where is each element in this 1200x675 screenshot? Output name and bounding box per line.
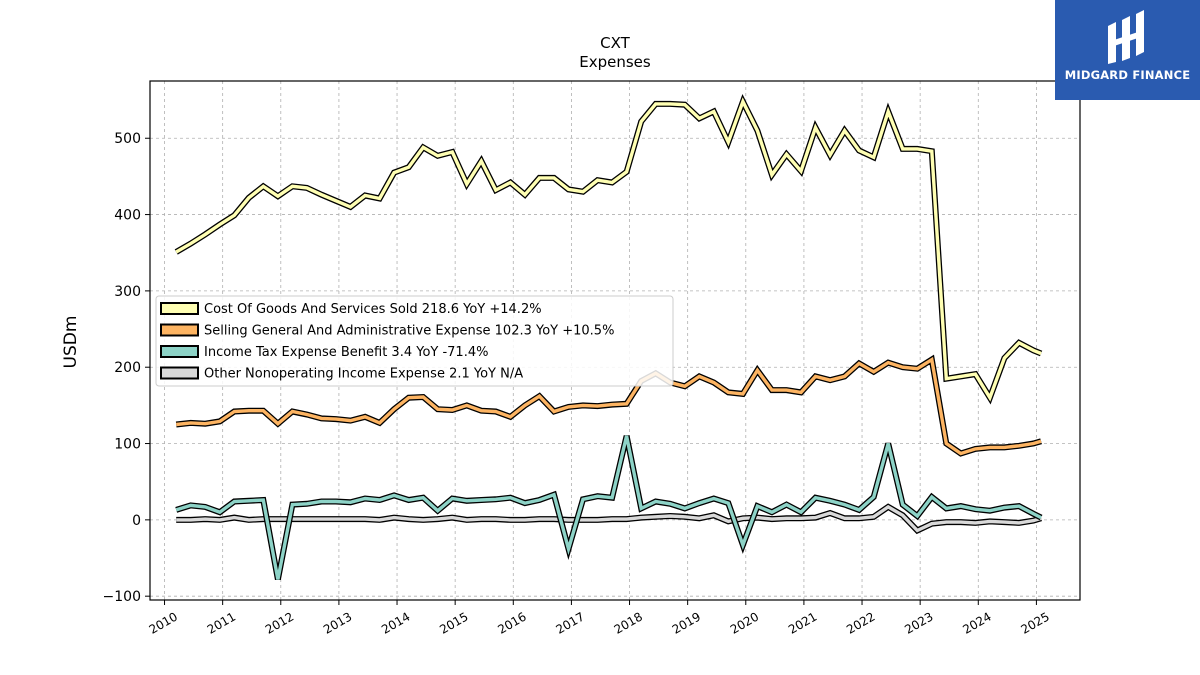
legend-swatch <box>160 302 199 315</box>
legend-label: Income Tax Expense Benefit 3.4 YoY -71.4… <box>204 345 488 360</box>
x-tick-label: 2010 <box>147 609 180 636</box>
legend-swatch <box>160 366 199 380</box>
series-outline <box>175 435 1043 580</box>
legend-swatch <box>160 323 199 337</box>
chart-subtitle: Expenses <box>579 53 651 71</box>
x-tick-label: 2019 <box>670 609 703 636</box>
chart-title: CXT <box>600 34 630 52</box>
series-layer <box>174 93 1043 580</box>
series-other-nonoperating-income-expense <box>176 503 1042 535</box>
legend-box <box>155 295 674 387</box>
x-tick-label: 2012 <box>263 609 296 636</box>
brand-logo: MIDGARD FINANCE <box>1055 0 1200 100</box>
series-line <box>175 435 1042 580</box>
x-tick-label: 2022 <box>844 609 877 636</box>
x-tick-label: 2025 <box>1018 609 1051 636</box>
x-axis: 2010 2011 2012 2013 2014 2015 2016 2017 2018 2019… <box>147 600 1052 637</box>
legend-item: Cost Of Goods And Services Sold 218.6 Yo… <box>160 302 542 317</box>
series-line <box>176 504 1042 533</box>
y-tick-label: 200 <box>114 360 141 376</box>
legend-item: Income Tax Expense Benefit 3.4 YoY -71.4… <box>160 345 488 360</box>
legend: Cost Of Goods And Services Sold 218.6 Yo… <box>155 295 674 387</box>
x-tick-label: 2015 <box>437 609 470 636</box>
plot-frame <box>149 80 1081 601</box>
series-income-tax-expense-benefit <box>175 435 1043 580</box>
y-tick-label: 0 <box>132 513 141 529</box>
legend-label: Other Nonoperating Income Expense 2.1 Yo… <box>204 367 523 382</box>
x-tick-label: 2021 <box>786 609 819 636</box>
legend-label: Selling General And Administrative Expen… <box>204 324 614 339</box>
x-tick-label: 2011 <box>205 609 238 636</box>
x-tick-label: 2018 <box>612 609 645 636</box>
y-tick-label: 100 <box>114 437 141 453</box>
x-tick-label: 2024 <box>960 609 993 636</box>
legend-swatch <box>160 345 199 358</box>
series-line <box>175 97 1042 402</box>
y-tick-label: 300 <box>114 284 141 300</box>
midgard-logo-icon <box>1108 10 1144 64</box>
x-tick-label: 2016 <box>495 609 528 636</box>
y-tick-label: 500 <box>114 131 141 147</box>
y-axis: −100 0 100 200 300 400 500 <box>103 131 150 605</box>
x-tick-label: 2013 <box>321 609 354 636</box>
x-tick-label: 2017 <box>553 609 586 636</box>
legend-item: Other Nonoperating Income Expense 2.1 Yo… <box>160 366 523 382</box>
y-tick-label: −100 <box>103 589 141 605</box>
x-tick-label: 2023 <box>902 609 935 636</box>
brand-name: MIDGARD FINANCE <box>1064 68 1191 82</box>
y-axis-label: USDm <box>61 316 81 369</box>
x-tick-label: 2014 <box>379 609 412 636</box>
series-selling-general-and-administrative-expense <box>175 354 1042 457</box>
series-line <box>176 356 1042 456</box>
legend-label: Cost Of Goods And Services Sold 218.6 Yo… <box>204 302 542 317</box>
series-cost-of-goods-and-services-sold <box>174 93 1043 405</box>
y-tick-label: 400 <box>114 208 141 224</box>
legend-item: Selling General And Administrative Expen… <box>160 323 614 339</box>
x-tick-label: 2020 <box>728 609 761 636</box>
